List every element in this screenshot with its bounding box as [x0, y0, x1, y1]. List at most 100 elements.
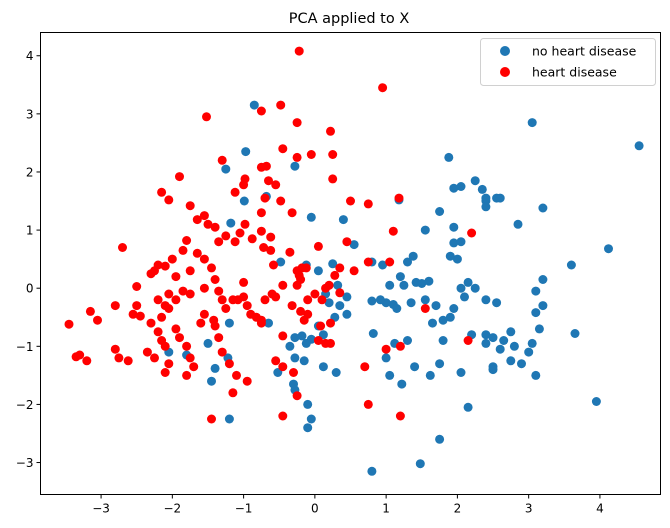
point-no-heart-disease-44	[331, 368, 341, 377]
point-heart-disease-107	[82, 356, 92, 366]
point-no-heart-disease-107	[488, 333, 498, 343]
point-heart-disease-48	[313, 241, 323, 251]
point-heart-disease-0	[294, 46, 304, 56]
point-heart-disease-101	[316, 321, 326, 331]
point-heart-disease-66	[167, 254, 177, 264]
x-tick-label: −3	[92, 502, 110, 516]
point-heart-disease-70	[199, 254, 209, 264]
point-heart-disease-45	[301, 263, 311, 273]
point-no-heart-disease-73	[449, 222, 459, 232]
point-no-heart-disease-92	[531, 308, 541, 318]
point-heart-disease-123	[182, 341, 192, 351]
point-no-heart-disease-80	[470, 176, 480, 186]
point-heart-disease-10	[328, 150, 338, 159]
point-heart-disease-59	[467, 228, 477, 238]
point-heart-disease-17	[261, 161, 271, 171]
point-heart-disease-117	[146, 318, 156, 328]
point-no-heart-disease-1	[241, 147, 251, 157]
point-heart-disease-4	[276, 100, 286, 110]
point-no-heart-disease-123	[531, 370, 541, 380]
point-no-heart-disease-113	[445, 312, 455, 322]
point-no-heart-disease-93	[534, 324, 544, 334]
point-heart-disease-50	[335, 263, 345, 273]
point-heart-disease-166	[335, 288, 345, 298]
point-heart-disease-132	[199, 309, 209, 319]
point-no-heart-disease-5	[226, 218, 236, 228]
point-no-heart-disease-62	[406, 298, 416, 308]
point-no-heart-disease-22	[301, 338, 311, 348]
point-heart-disease-94	[287, 301, 297, 311]
point-heart-disease-37	[247, 234, 257, 244]
point-no-heart-disease-125	[570, 329, 580, 338]
point-heart-disease-158	[110, 301, 120, 311]
points-layer	[64, 46, 644, 476]
point-no-heart-disease-2	[221, 164, 231, 174]
point-heart-disease-92	[271, 292, 281, 302]
point-no-heart-disease-42	[203, 338, 213, 348]
point-heart-disease-33	[221, 231, 231, 241]
point-no-heart-disease-133	[324, 298, 334, 308]
point-heart-disease-73	[164, 289, 174, 299]
point-no-heart-disease-28	[299, 356, 309, 366]
point-no-heart-disease-9	[313, 266, 323, 276]
point-heart-disease-106	[71, 352, 81, 362]
point-no-heart-disease-60	[368, 329, 378, 338]
point-no-heart-disease-59	[367, 296, 377, 306]
point-heart-disease-36	[240, 219, 250, 229]
point-heart-disease-39	[266, 245, 276, 255]
point-heart-disease-155	[420, 304, 430, 313]
point-heart-disease-12	[217, 155, 227, 165]
point-heart-disease-135	[214, 333, 224, 343]
point-heart-disease-165	[303, 295, 313, 305]
x-tick-label: 4	[596, 502, 604, 516]
point-no-heart-disease-65	[408, 251, 418, 261]
point-no-heart-disease-47	[435, 434, 445, 444]
point-heart-disease-1	[378, 83, 388, 93]
point-heart-disease-98	[310, 289, 320, 299]
point-heart-disease-30	[199, 211, 209, 221]
point-heart-disease-62	[160, 261, 170, 271]
point-no-heart-disease-4	[239, 196, 249, 206]
y-tick-label: 1	[26, 224, 34, 238]
point-heart-disease-5	[292, 118, 302, 128]
point-heart-disease-25	[157, 187, 167, 197]
point-heart-disease-149	[321, 338, 331, 348]
point-no-heart-disease-78	[449, 183, 459, 193]
point-heart-disease-9	[306, 150, 316, 159]
point-heart-disease-32	[214, 237, 224, 247]
point-no-heart-disease-101	[506, 356, 516, 366]
point-heart-disease-19	[271, 180, 281, 190]
point-heart-disease-104	[64, 319, 74, 329]
x-axis: −3 −2 −1 0 1 2 3 4	[92, 494, 604, 516]
point-heart-disease-18	[264, 176, 273, 186]
point-no-heart-disease-108	[481, 330, 491, 340]
point-no-heart-disease-135	[392, 304, 402, 313]
point-no-heart-disease-11	[306, 212, 316, 222]
point-heart-disease-11	[328, 174, 338, 184]
legend-marker-no-heart-disease	[500, 46, 510, 56]
x-tick-label: 0	[311, 502, 319, 516]
point-heart-disease-109	[85, 306, 95, 316]
point-no-heart-disease-91	[531, 286, 541, 296]
point-heart-disease-3	[256, 106, 266, 116]
x-tick-label: 3	[525, 502, 533, 516]
point-heart-disease-99	[317, 295, 327, 305]
point-no-heart-disease-35	[224, 318, 234, 328]
point-no-heart-disease-49	[385, 370, 395, 380]
point-heart-disease-159	[210, 275, 220, 284]
point-no-heart-disease-115	[428, 318, 437, 328]
point-no-heart-disease-130	[481, 295, 491, 305]
point-no-heart-disease-94	[538, 301, 548, 311]
point-heart-disease-163	[349, 266, 359, 276]
point-heart-disease-153	[395, 341, 405, 351]
point-heart-disease-79	[199, 283, 209, 293]
point-no-heart-disease-106	[492, 298, 502, 308]
point-heart-disease-2	[202, 112, 211, 122]
point-heart-disease-81	[217, 295, 227, 305]
point-heart-disease-138	[232, 370, 241, 380]
point-no-heart-disease-127	[604, 244, 613, 254]
point-no-heart-disease-55	[435, 359, 445, 369]
point-no-heart-disease-7	[276, 257, 286, 267]
point-heart-disease-125	[189, 362, 199, 372]
point-no-heart-disease-89	[538, 203, 548, 213]
